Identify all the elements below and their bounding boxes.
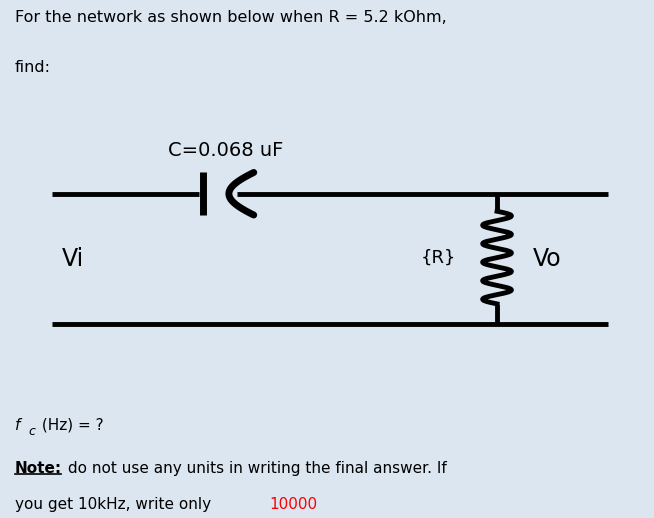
Text: c: c — [29, 425, 35, 438]
Text: For the network as shown below when R = 5.2 kOhm,: For the network as shown below when R = … — [14, 10, 447, 25]
Text: Vo: Vo — [533, 247, 562, 271]
Text: Note:: Note: — [14, 461, 62, 476]
Text: find:: find: — [14, 60, 51, 75]
Text: C=0.068 uF: C=0.068 uF — [168, 141, 283, 160]
Text: you get 10kHz, write only: you get 10kHz, write only — [14, 497, 216, 512]
Text: do not use any units in writing the final answer. If: do not use any units in writing the fina… — [63, 461, 447, 476]
Text: (Hz) = ?: (Hz) = ? — [37, 418, 103, 433]
Text: {R}: {R} — [421, 249, 456, 267]
Text: 10000: 10000 — [270, 497, 318, 512]
Text: Vi: Vi — [62, 247, 84, 271]
Text: f: f — [14, 418, 20, 433]
